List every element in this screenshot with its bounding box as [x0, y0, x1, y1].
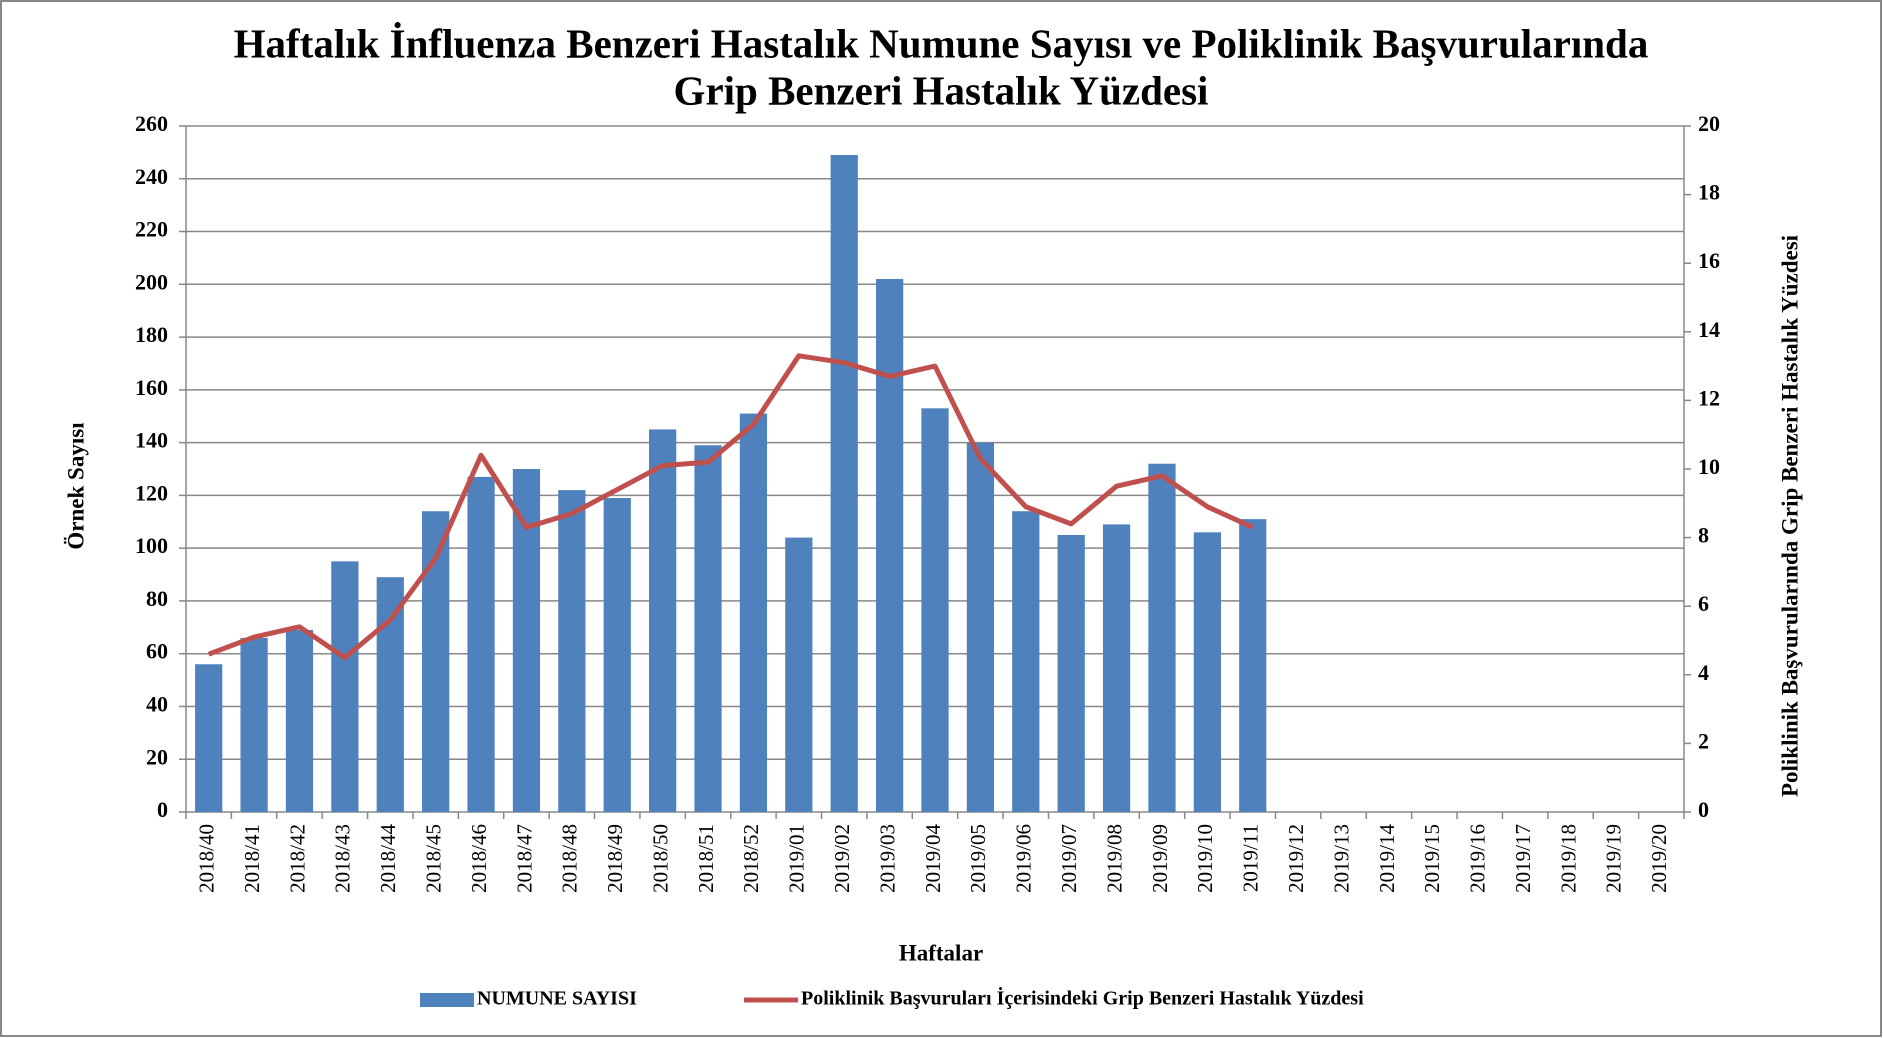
x-axis-label: Haftalar	[899, 940, 983, 965]
y-tick-label: 140	[135, 428, 168, 453]
x-tick-label: 2019/12	[1284, 824, 1308, 893]
y2-tick-label: 12	[1698, 385, 1720, 410]
y-tick-label: 120	[135, 480, 168, 505]
y2-tick-label: 10	[1698, 454, 1720, 479]
y2-tick-label: 8	[1698, 523, 1709, 548]
x-tick-label: 2019/09	[1148, 824, 1172, 893]
bar	[512, 469, 541, 812]
bar	[694, 445, 722, 812]
bar	[830, 155, 858, 812]
x-tick-label: 2018/46	[467, 824, 491, 893]
bar	[331, 561, 359, 812]
bar	[649, 429, 677, 812]
x-tick-label: 2018/51	[694, 824, 718, 893]
bar	[558, 490, 586, 812]
y2-tick-label: 20	[1698, 111, 1720, 136]
x-tick-label: 2018/47	[512, 824, 536, 893]
bar	[603, 498, 631, 812]
x-tick-label: 2019/14	[1375, 824, 1399, 893]
y2-axis-label: Poliklinik Başvurularında Grip Benzeri H…	[1777, 234, 1802, 797]
bar	[1239, 519, 1267, 812]
y-tick-label: 240	[135, 164, 168, 189]
bar	[1148, 463, 1176, 812]
x-tick-label: 2019/17	[1511, 824, 1535, 893]
x-tick-label: 2019/10	[1193, 824, 1217, 893]
x-tick-label: 2018/40	[195, 824, 219, 893]
x-tick-label: 2018/50	[648, 824, 672, 893]
x-tick-label: 2018/52	[739, 824, 763, 893]
y2-tick-label: 2	[1698, 728, 1709, 753]
y2-tick-label: 18	[1698, 180, 1720, 205]
x-tick-label: 2018/49	[603, 824, 627, 893]
x-tick-label: 2019/15	[1420, 824, 1444, 893]
bar	[1057, 534, 1085, 812]
x-tick-label: 2019/05	[966, 824, 990, 893]
y2-tick-label: 0	[1698, 797, 1709, 822]
legend-label: Poliklinik Başvuruları İçerisindeki Grip…	[801, 986, 1364, 1010]
bar	[285, 629, 314, 812]
bar	[1102, 524, 1131, 812]
legend-label: NUMUNE SAYISI	[477, 988, 637, 1010]
bar	[467, 476, 495, 812]
chart-title: Grip Benzeri Hastalık Yüzdesi	[674, 67, 1209, 113]
bar	[785, 537, 813, 812]
x-tick-label: 2018/45	[421, 824, 445, 893]
line	[207, 353, 1254, 661]
y2-tick-label: 6	[1698, 591, 1709, 616]
x-tick-label: 2019/16	[1466, 824, 1490, 893]
y-tick-label: 80	[146, 586, 168, 611]
x-tick-label: 2019/19	[1602, 824, 1626, 893]
x-tick-label: 2019/07	[1057, 824, 1081, 893]
x-tick-label: 2019/01	[785, 824, 809, 893]
bar	[966, 442, 995, 812]
y-tick-label: 0	[157, 797, 168, 822]
x-tick-label: 2018/43	[331, 824, 355, 893]
y-tick-label: 220	[135, 217, 168, 242]
x-tick-label: 2018/41	[240, 824, 264, 893]
y-tick-label: 100	[135, 533, 168, 558]
y-tick-label: 180	[135, 322, 168, 347]
x-tick-label: 2019/02	[830, 824, 854, 893]
y-tick-label: 60	[146, 639, 168, 664]
x-tick-label: 2019/06	[1012, 824, 1036, 893]
bar	[1193, 532, 1221, 812]
bar	[875, 279, 904, 812]
x-tick-label: 2019/20	[1647, 824, 1671, 893]
y-tick-label: 200	[135, 269, 168, 294]
legend-swatch	[420, 993, 474, 1007]
y2-tick-label: 16	[1698, 248, 1720, 273]
x-tick-label: 2019/08	[1102, 824, 1126, 893]
bar	[195, 664, 223, 812]
x-tick-label: 2019/13	[1329, 824, 1353, 893]
y-tick-label: 260	[135, 111, 168, 136]
bar	[1012, 511, 1040, 812]
y-tick-label: 20	[146, 744, 168, 769]
y-axis-label: Örnek Sayısı	[63, 422, 88, 550]
x-tick-label: 2019/04	[921, 824, 945, 893]
bar	[921, 408, 949, 812]
bar	[240, 637, 268, 812]
y2-tick-label: 4	[1698, 660, 1709, 685]
x-tick-label: 2019/11	[1239, 824, 1263, 892]
x-tick-label: 2018/48	[558, 824, 582, 893]
y-tick-label: 160	[135, 375, 168, 400]
y-tick-label: 40	[146, 692, 168, 717]
bar	[739, 413, 768, 812]
y2-tick-label: 14	[1698, 317, 1720, 342]
x-tick-label: 2018/44	[376, 824, 400, 893]
chart-title: Haftalık İnfluenza Benzeri Hastalık Numu…	[234, 20, 1649, 66]
x-tick-label: 2019/18	[1556, 824, 1580, 893]
x-tick-label: 2019/03	[875, 824, 899, 893]
bar	[376, 577, 404, 812]
x-tick-label: 2018/42	[285, 824, 309, 893]
